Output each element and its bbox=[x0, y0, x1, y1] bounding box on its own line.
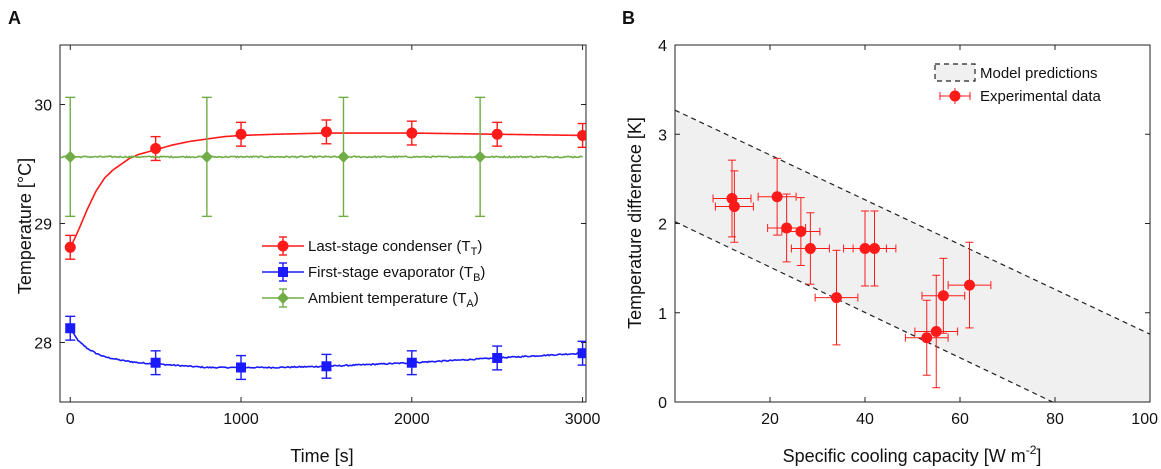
panel-a-point bbox=[150, 143, 162, 155]
panel-a-label: A bbox=[8, 8, 21, 28]
panel-b-data-area bbox=[675, 109, 1150, 402]
panel-a-point bbox=[64, 241, 76, 253]
panel-a-point bbox=[577, 348, 586, 359]
panel-a-legend-label: Ambient temperature (TA) bbox=[308, 290, 479, 310]
panel-a-legend-label-main: First-stage evaporator (T bbox=[308, 264, 473, 281]
panel-a-series-line bbox=[60, 155, 584, 159]
band-upper-line bbox=[675, 109, 1150, 335]
panel-b-legend: Model predictions Experimental data bbox=[934, 63, 1102, 105]
panel-a-legend-label-tail: ) bbox=[477, 238, 482, 255]
panel-b-point bbox=[937, 290, 949, 302]
panel-a-point bbox=[64, 150, 77, 163]
panel-b-x-tick-label: 80 bbox=[1046, 411, 1064, 428]
panel-a-axes-box bbox=[59, 44, 587, 403]
panel-b-y-tick-label: 0 bbox=[658, 395, 667, 412]
panel-b-x-tick-label: 60 bbox=[951, 411, 969, 428]
panel-b-plot: 20 40 60 80 100 0 1 2 3 4 Model predictions Experim… bbox=[658, 38, 1158, 428]
panel-a-point bbox=[406, 357, 417, 368]
panel-b-legend-band-label: Model predictions bbox=[980, 65, 1098, 82]
panel-a-data-area bbox=[60, 96, 586, 381]
panel-b-point bbox=[771, 191, 783, 203]
panel-b-y-axis-label: Temperature difference [K] bbox=[625, 117, 645, 329]
panel-a-point bbox=[321, 361, 332, 372]
panel-b-legend-data-label: Experimental data bbox=[980, 88, 1102, 105]
panel-b-label: B bbox=[622, 8, 635, 28]
panel-a-legend-label-sub: B bbox=[473, 272, 480, 284]
panel-b-legend-marker bbox=[949, 90, 961, 102]
panel-b-x-axis-label-sup: -2 bbox=[1026, 443, 1037, 457]
panel-a-legend-label-tail: ) bbox=[480, 264, 485, 281]
panel-b-legend-band-swatch bbox=[934, 63, 976, 82]
panel-b-point bbox=[921, 332, 933, 344]
band-lower-line bbox=[675, 221, 1053, 402]
panel-b-y-tick-label: 4 bbox=[658, 38, 667, 55]
panel-a-point bbox=[474, 150, 487, 163]
panel-b-experimental-points bbox=[712, 157, 992, 389]
panel-a-point bbox=[577, 129, 586, 141]
panel-a-legend-marker bbox=[277, 292, 289, 304]
panel-a-legend-marker bbox=[277, 240, 289, 252]
panel-a-point bbox=[150, 357, 161, 368]
panel-b-point bbox=[781, 222, 793, 234]
panel-a-x-tick-label: 2000 bbox=[394, 411, 430, 428]
panel-a-legend-label-sub: T bbox=[471, 246, 478, 258]
panel-a-point bbox=[65, 323, 76, 334]
panel-a-point bbox=[337, 150, 350, 163]
panel-a-series-1 bbox=[65, 315, 586, 381]
panel-b-point bbox=[964, 279, 975, 291]
panel-b: B Temperature difference [K] Specific co… bbox=[622, 8, 1158, 466]
panel-a-series-2 bbox=[60, 96, 584, 218]
panel-a-point bbox=[320, 126, 332, 138]
panel-b-x-tick-label: 40 bbox=[856, 411, 874, 428]
panel-b-x-tick-label: 20 bbox=[761, 411, 779, 428]
panel-b-x-axis-label-main: Specific cooling capacity [W m bbox=[783, 446, 1026, 466]
panel-b-point bbox=[831, 292, 842, 304]
panel-b-x-axis-label-tail: ] bbox=[1036, 446, 1041, 466]
panel-a-legend-label-sub: A bbox=[466, 298, 474, 310]
panel-b-point bbox=[930, 325, 942, 337]
panel-b-y-tick-label: 3 bbox=[658, 127, 667, 144]
panel-a-y-tick-label: 28 bbox=[34, 336, 52, 353]
panel-a-legend-marker bbox=[278, 267, 288, 277]
panel-a-x-axis-label: Time [s] bbox=[290, 446, 353, 466]
panel-a-legend: Last-stage condenser (TT)First-stage eva… bbox=[262, 236, 485, 310]
panel-a: A Temperature [°C] Time [s] 0 1000 2000 300… bbox=[8, 8, 600, 466]
panel-a-series-0 bbox=[64, 119, 586, 260]
panel-b-point bbox=[869, 242, 880, 254]
panel-a-x-tick-label: 3000 bbox=[565, 411, 601, 428]
panel-b-point bbox=[804, 242, 816, 254]
panel-a-point bbox=[492, 352, 503, 363]
panel-a-point bbox=[236, 362, 247, 373]
panel-a-series-line bbox=[69, 132, 583, 248]
panel-a-point bbox=[491, 128, 503, 140]
panel-a-y-tick-label: 29 bbox=[34, 217, 52, 234]
panel-a-y-tick-label: 30 bbox=[34, 98, 52, 115]
panel-b-x-axis-label: Specific cooling capacity [W m-2] bbox=[783, 443, 1042, 466]
panel-a-x-tick-label: 0 bbox=[66, 411, 75, 428]
panel-a-legend-label-main: Last-stage condenser (T bbox=[308, 238, 471, 255]
panel-a-y-axis-label: Temperature [°C] bbox=[15, 158, 35, 294]
panel-b-point bbox=[795, 226, 807, 238]
panel-b-point bbox=[728, 201, 740, 213]
panel-a-x-tick-label: 1000 bbox=[223, 411, 259, 428]
panel-b-y-tick-label: 1 bbox=[658, 306, 667, 323]
panel-a-point bbox=[235, 128, 247, 140]
panel-a-legend-label: First-stage evaporator (TB) bbox=[308, 264, 485, 284]
panel-a-plot: 0 1000 2000 3000 28 29 30 Last-stage condenser … bbox=[34, 44, 601, 428]
model-prediction-band bbox=[675, 110, 1150, 402]
panel-a-legend-label: Last-stage condenser (TT) bbox=[308, 238, 482, 258]
panel-a-point bbox=[406, 127, 418, 139]
panel-a-legend-label-tail: ) bbox=[474, 290, 479, 307]
panel-a-point bbox=[200, 150, 213, 163]
panel-b-y-tick-label: 2 bbox=[658, 217, 667, 234]
panel-b-x-tick-label: 100 bbox=[1131, 411, 1158, 428]
panel-a-legend-label-main: Ambient temperature (T bbox=[308, 290, 466, 307]
